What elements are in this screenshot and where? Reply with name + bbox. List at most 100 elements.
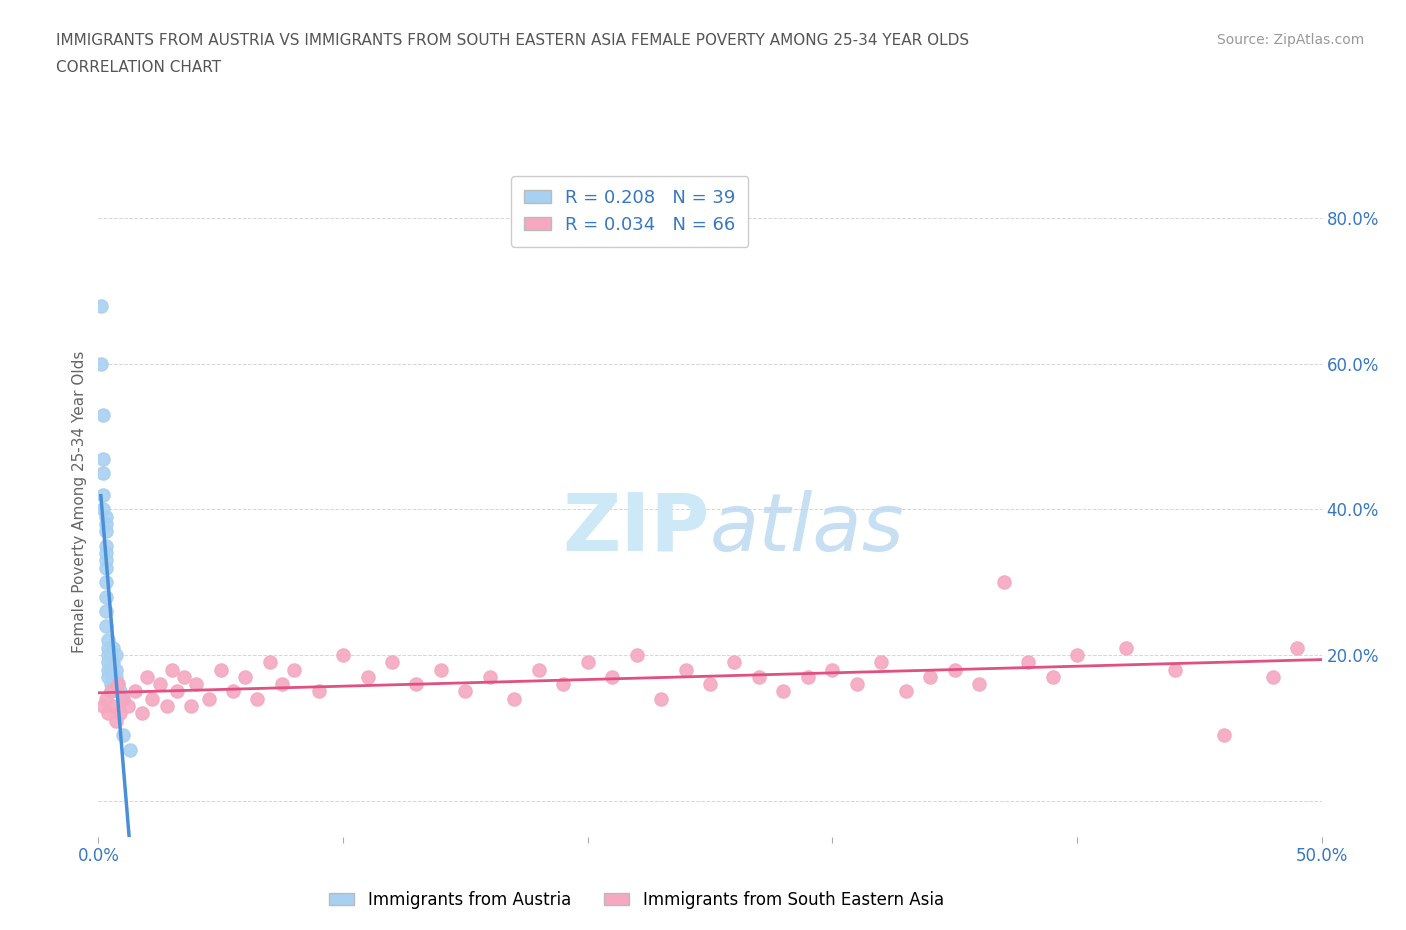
Point — [1042, 670, 1064, 684]
Point — [600, 670, 623, 684]
Point — [1286, 641, 1309, 656]
Point — [1017, 655, 1039, 670]
Point — [222, 684, 245, 698]
Text: atlas: atlas — [710, 490, 905, 568]
Point — [993, 575, 1015, 590]
Point — [104, 713, 127, 728]
Point — [91, 502, 114, 517]
Point — [101, 698, 124, 713]
Point — [111, 691, 134, 706]
Point — [91, 451, 114, 466]
Point — [91, 466, 114, 481]
Point — [332, 647, 354, 662]
Point — [136, 670, 159, 684]
Point — [967, 677, 990, 692]
Point — [111, 691, 134, 706]
Point — [943, 662, 966, 677]
Point — [246, 691, 269, 706]
Point — [920, 670, 942, 684]
Point — [97, 662, 120, 677]
Point — [748, 670, 770, 684]
Point — [527, 662, 550, 677]
Point — [723, 655, 745, 670]
Point — [131, 706, 153, 721]
Point — [100, 684, 122, 698]
Point — [1261, 670, 1284, 684]
Point — [94, 546, 117, 561]
Point — [97, 633, 120, 648]
Point — [626, 647, 648, 662]
Point — [94, 618, 117, 633]
Point — [503, 691, 526, 706]
Point — [454, 684, 477, 698]
Point — [90, 299, 112, 313]
Point — [101, 641, 124, 656]
Point — [107, 677, 129, 692]
Point — [124, 684, 146, 698]
Point — [283, 662, 305, 677]
Point — [233, 670, 256, 684]
Point — [101, 670, 124, 684]
Point — [650, 691, 672, 706]
Text: IMMIGRANTS FROM AUSTRIA VS IMMIGRANTS FROM SOUTH EASTERN ASIA FEMALE POVERTY AMO: IMMIGRANTS FROM AUSTRIA VS IMMIGRANTS FR… — [56, 33, 969, 47]
Point — [576, 655, 599, 670]
Point — [94, 553, 117, 568]
Point — [110, 684, 132, 698]
Point — [699, 677, 721, 692]
Point — [845, 677, 868, 692]
Point — [156, 698, 179, 713]
Point — [553, 677, 575, 692]
Text: CORRELATION CHART: CORRELATION CHART — [56, 60, 221, 75]
Point — [308, 684, 330, 698]
Point — [94, 691, 117, 706]
Point — [101, 655, 124, 670]
Point — [104, 670, 127, 684]
Point — [173, 670, 195, 684]
Point — [91, 487, 114, 502]
Point — [91, 407, 114, 422]
Point — [356, 670, 378, 684]
Point — [97, 706, 120, 721]
Point — [675, 662, 697, 677]
Point — [180, 698, 202, 713]
Point — [870, 655, 893, 670]
Point — [90, 356, 112, 371]
Legend: Immigrants from Austria, Immigrants from South Eastern Asia: Immigrants from Austria, Immigrants from… — [323, 884, 950, 916]
Point — [186, 677, 208, 692]
Point — [110, 706, 132, 721]
Point — [197, 691, 219, 706]
Point — [94, 560, 117, 575]
Point — [117, 698, 139, 713]
Point — [405, 677, 427, 692]
Point — [111, 727, 134, 742]
Point — [104, 662, 127, 677]
Point — [894, 684, 917, 698]
Point — [430, 662, 453, 677]
Point — [209, 662, 232, 677]
Point — [104, 647, 127, 662]
Point — [1066, 647, 1088, 662]
Point — [120, 742, 142, 757]
Point — [94, 538, 117, 553]
Point — [270, 677, 294, 692]
Point — [772, 684, 794, 698]
Point — [100, 677, 122, 692]
Text: ZIP: ZIP — [562, 490, 710, 568]
Point — [91, 698, 114, 713]
Point — [1115, 641, 1137, 656]
Point — [1212, 727, 1234, 742]
Point — [1164, 662, 1187, 677]
Point — [141, 691, 163, 706]
Point — [259, 655, 281, 670]
Point — [94, 575, 117, 590]
Point — [97, 647, 120, 662]
Point — [160, 662, 183, 677]
Point — [478, 670, 501, 684]
Point — [94, 510, 117, 525]
Point — [381, 655, 404, 670]
Point — [166, 684, 188, 698]
Point — [100, 662, 122, 677]
Point — [97, 641, 120, 656]
Point — [94, 524, 117, 538]
Point — [107, 677, 129, 692]
